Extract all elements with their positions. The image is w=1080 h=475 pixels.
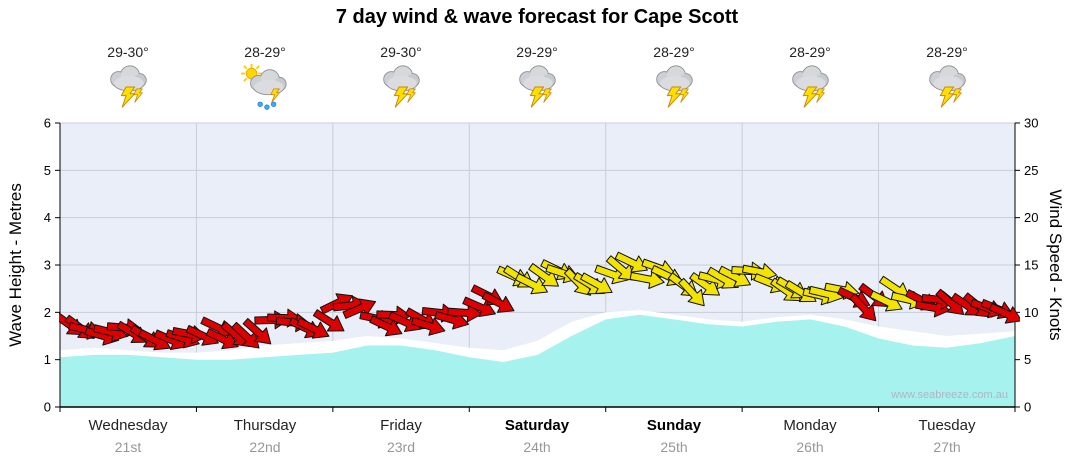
day-column-header: 29-29°: [477, 44, 597, 113]
date-label: 22nd: [249, 439, 281, 455]
weather-icon: [750, 63, 870, 113]
wind-axis-label: Wind Speed - Knots: [1046, 189, 1065, 341]
date-label: 24th: [523, 439, 551, 455]
day-label: Monday: [783, 417, 837, 434]
date-label: 23rd: [386, 439, 416, 455]
svg-text:2: 2: [44, 305, 51, 320]
svg-text:15: 15: [1024, 258, 1038, 273]
svg-text:30: 30: [1024, 116, 1038, 131]
day-column-header: 28-29°: [205, 44, 325, 113]
date-label: 26th: [796, 439, 824, 455]
day-label: Friday: [380, 417, 422, 434]
svg-text:6: 6: [44, 116, 51, 131]
temperature-label: 28-29°: [653, 44, 695, 60]
svg-text:5: 5: [44, 163, 51, 178]
temperature-label: 28-29°: [244, 44, 286, 60]
day-label: Sunday: [646, 417, 702, 434]
page-title: 7 day wind & wave forecast for Cape Scot…: [335, 6, 739, 28]
day-column-footer: Tuesday 27th: [877, 417, 1017, 455]
day-column-header: 28-29°: [750, 44, 870, 113]
day-column-footer: Wednesday 21st: [58, 417, 198, 455]
temperature-label: 29-29°: [516, 44, 558, 60]
day-column-header: 28-29°: [614, 44, 734, 113]
day-column-footer: Friday 23rd: [331, 417, 471, 455]
day-label: Wednesday: [88, 417, 168, 434]
weather-icon: [341, 63, 461, 113]
date-label: 25th: [660, 439, 688, 455]
weather-icon: [205, 63, 325, 113]
weather-icon: [614, 63, 734, 113]
day-label: Tuesday: [918, 417, 976, 434]
temperature-label: 29-30°: [107, 44, 149, 60]
svg-text:0: 0: [44, 400, 51, 415]
day-column-footer: Monday 26th: [740, 417, 880, 455]
day-column-header: 28-29°: [887, 44, 1007, 113]
wave-axis-label: Wave Height - Metres: [6, 183, 25, 347]
svg-text:5: 5: [1024, 352, 1031, 367]
day-column-footer: Thursday 22nd: [195, 417, 335, 455]
day-column-header: 29-30°: [341, 44, 461, 113]
svg-text:10: 10: [1024, 305, 1038, 320]
temperature-label: 28-29°: [789, 44, 831, 60]
weather-icon: [68, 63, 188, 113]
date-label: 21st: [114, 439, 142, 455]
day-column-footer: Saturday 24th: [467, 417, 607, 455]
svg-text:25: 25: [1024, 163, 1038, 178]
svg-text:0: 0: [1024, 400, 1031, 415]
temperature-label: 28-29°: [926, 44, 968, 60]
day-label: Thursday: [233, 417, 297, 434]
day-column-footer: Sunday 25th: [604, 417, 744, 455]
day-label: Saturday: [504, 417, 570, 434]
svg-text:20: 20: [1024, 210, 1038, 225]
svg-text:1: 1: [44, 352, 51, 367]
svg-text:3: 3: [44, 258, 51, 273]
weather-icon: [887, 63, 1007, 113]
weather-icon: [477, 63, 597, 113]
svg-text:4: 4: [44, 210, 51, 225]
date-label: 27th: [933, 439, 961, 455]
day-column-header: 29-30°: [68, 44, 188, 113]
watermark: www.seabreeze.com.au: [891, 389, 1008, 401]
temperature-label: 29-30°: [380, 44, 422, 60]
